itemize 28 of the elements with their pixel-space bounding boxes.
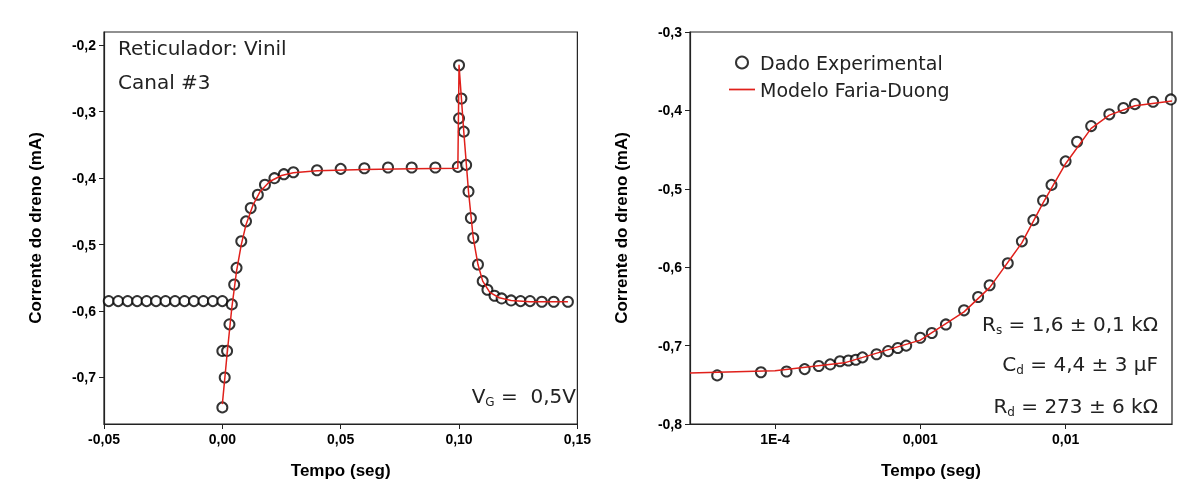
- y-tick-label: -0,3: [71, 103, 97, 120]
- legend-label: Modelo Faria-Duong: [760, 78, 950, 101]
- x-tick-label: 0,15: [563, 431, 592, 447]
- y-axis-title: Corrente do dreno (mA): [612, 132, 631, 324]
- y-tick-label: -0,5: [71, 236, 97, 253]
- y-tick-label: -0,7: [71, 369, 97, 386]
- x-tick-label: 1E-4: [760, 431, 790, 447]
- y-tick-label: -0,3: [657, 24, 683, 40]
- x-axis-title: Tempo (seg): [881, 461, 981, 480]
- x-tick-label: 0,10: [445, 431, 473, 447]
- y-tick-label: -0,4: [657, 102, 683, 119]
- legend-label: Dado Experimental: [760, 51, 943, 74]
- x-tick-label: 0,00: [208, 431, 237, 447]
- x-axis-title: Tempo (seg): [290, 461, 391, 480]
- y-tick-label: -0,4: [71, 170, 97, 187]
- y-tick-label: -0,6: [71, 303, 97, 320]
- annotation: Canal #3: [118, 70, 211, 94]
- x-tick-label: 0,01: [1051, 431, 1080, 447]
- y-tick-label: -0,7: [657, 337, 683, 354]
- y-tick-label: -0,5: [657, 180, 683, 197]
- x-tick-label: 0,001: [902, 431, 939, 447]
- y-tick-label: -0,8: [657, 416, 683, 432]
- y-axis-title: Corrente do dreno (mA): [26, 132, 45, 324]
- x-tick-label: -0,05: [88, 431, 121, 447]
- y-tick-label: -0,2: [71, 37, 97, 54]
- x-tick-label: 0,05: [327, 431, 355, 447]
- annotation: Reticulador: Vinil: [118, 36, 287, 60]
- y-tick-label: -0,6: [657, 259, 683, 276]
